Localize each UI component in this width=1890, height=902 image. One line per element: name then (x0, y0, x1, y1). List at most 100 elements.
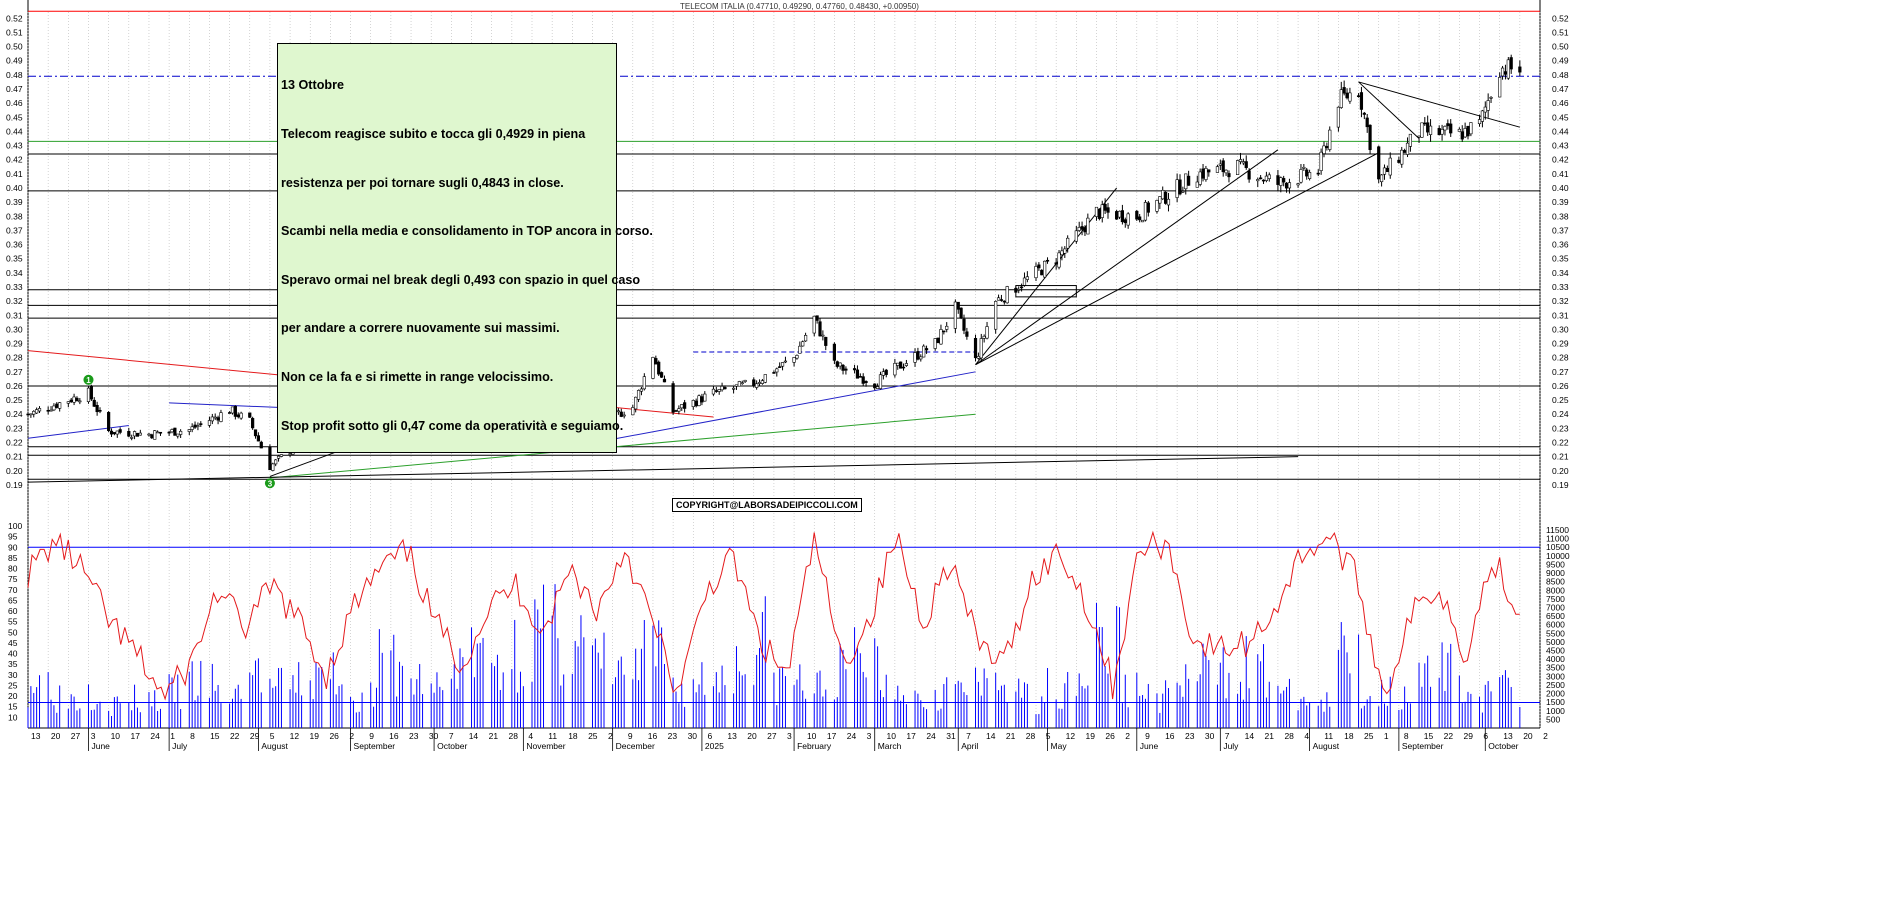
oscillator-tick-label: 30 (8, 670, 18, 680)
price-tick-label: 0.48 (1552, 70, 1569, 80)
candle-body (1382, 167, 1387, 175)
price-tick-label: 0.51 (1552, 27, 1569, 37)
volume-tick-label: 6500 (1546, 611, 1565, 621)
candle-body (878, 374, 883, 389)
oscillator-tick-label: 20 (8, 691, 18, 701)
price-tick-label: 0.28 (6, 353, 23, 363)
price-tick-label: 0.40 (6, 183, 23, 193)
x-day-label: 2 (349, 731, 354, 741)
x-month-label: June (1140, 741, 1159, 751)
candle-body (1227, 173, 1231, 178)
x-day-label: 14 (986, 731, 996, 741)
candle-body (1339, 89, 1343, 108)
candle-body (46, 409, 50, 412)
x-month-label: February (797, 741, 832, 751)
x-month-label: July (172, 741, 188, 751)
annotation-line: Telecom reagisce subito e tocca gli 0,49… (281, 127, 586, 142)
x-day-label: 7 (1225, 731, 1230, 741)
candle-body (52, 405, 56, 411)
candle-body (268, 446, 272, 471)
candle-body (772, 372, 776, 374)
x-day-label: 21 (1265, 731, 1275, 741)
x-month-label: June (91, 741, 110, 751)
x-day-label: 23 (1185, 731, 1195, 741)
candle-body (1305, 169, 1309, 177)
candle-body (1345, 92, 1349, 99)
candle-body (1267, 174, 1271, 179)
volume-tick-label: 10500 (1546, 542, 1570, 552)
candle-body (1428, 125, 1433, 135)
candle-body (1236, 160, 1240, 175)
candle-body (1178, 179, 1182, 195)
candle-body (985, 326, 989, 339)
candle-body (755, 383, 759, 388)
candle-body (219, 412, 223, 422)
candle-body (875, 386, 880, 389)
candle-body (1204, 168, 1208, 180)
candle-body (1287, 182, 1292, 189)
oscillator-line (27, 530, 1520, 701)
price-tick-label: 0.50 (6, 42, 23, 52)
x-day-label: 12 (1066, 731, 1076, 741)
x-day-label: 2 (608, 731, 613, 741)
candle-body (783, 360, 788, 363)
candle-body (256, 435, 261, 442)
candle-body (619, 411, 623, 417)
candle-body (37, 408, 42, 412)
volume-tick-label: 11500 (1546, 525, 1569, 535)
price-tick-label: 0.33 (6, 282, 23, 292)
candle-body (1080, 226, 1084, 230)
candle-body (1115, 211, 1119, 220)
candle-body (1123, 219, 1127, 224)
volume-tick-label: 8000 (1546, 585, 1565, 595)
candle-body (253, 429, 258, 437)
candle-body (1299, 169, 1303, 183)
candle-body (1325, 146, 1329, 149)
candle-body (899, 361, 903, 369)
price-tick-label: 0.39 (6, 197, 23, 207)
candle-body (1224, 169, 1228, 174)
candle-body (734, 384, 739, 387)
price-tick-label: 0.44 (1552, 126, 1569, 136)
candle-body (167, 431, 171, 434)
candle-body (89, 386, 93, 400)
candle-body (1135, 210, 1139, 220)
candle-body (1486, 100, 1490, 111)
candle-body (1221, 160, 1225, 173)
price-tick-label: 0.37 (1552, 225, 1569, 235)
candle-body (1483, 106, 1487, 113)
candle-body (1175, 179, 1179, 198)
candle-body (1077, 227, 1081, 231)
candle-body (763, 374, 767, 383)
candle-body (259, 441, 263, 449)
candle-body (1074, 230, 1078, 242)
candle-body (999, 299, 1004, 301)
oscillator-tick-label: 90 (8, 542, 18, 552)
x-day-label: 28 (509, 731, 519, 741)
price-tick-label: 0.34 (6, 268, 23, 278)
price-tick-label: 0.37 (6, 225, 23, 235)
candle-body (760, 380, 764, 384)
price-tick-label: 0.45 (6, 112, 23, 122)
price-tick-label: 0.46 (6, 98, 23, 108)
candle-body (775, 368, 779, 373)
x-day-label: 14 (1245, 731, 1255, 741)
price-tick-label: 0.42 (1552, 155, 1569, 165)
x-day-label: 24 (926, 731, 936, 741)
candle-body (1155, 200, 1159, 212)
candle-body (213, 416, 217, 419)
oscillator-tick-label: 70 (8, 585, 18, 595)
candle-body (821, 334, 825, 337)
candle-body (1164, 191, 1168, 204)
candle-body (659, 372, 664, 378)
price-tick-label: 0.24 (1552, 409, 1569, 419)
candle-body (953, 301, 957, 329)
candle-body (1002, 300, 1006, 303)
x-day-label: 24 (847, 731, 857, 741)
candle-body (780, 362, 785, 367)
volume-tick-label: 9000 (1546, 568, 1565, 578)
candle-body (176, 433, 180, 437)
oscillator-tick-label: 10 (8, 712, 18, 722)
oscillator-tick-label: 95 (8, 532, 18, 542)
volume-tick-label: 3500 (1546, 663, 1565, 673)
